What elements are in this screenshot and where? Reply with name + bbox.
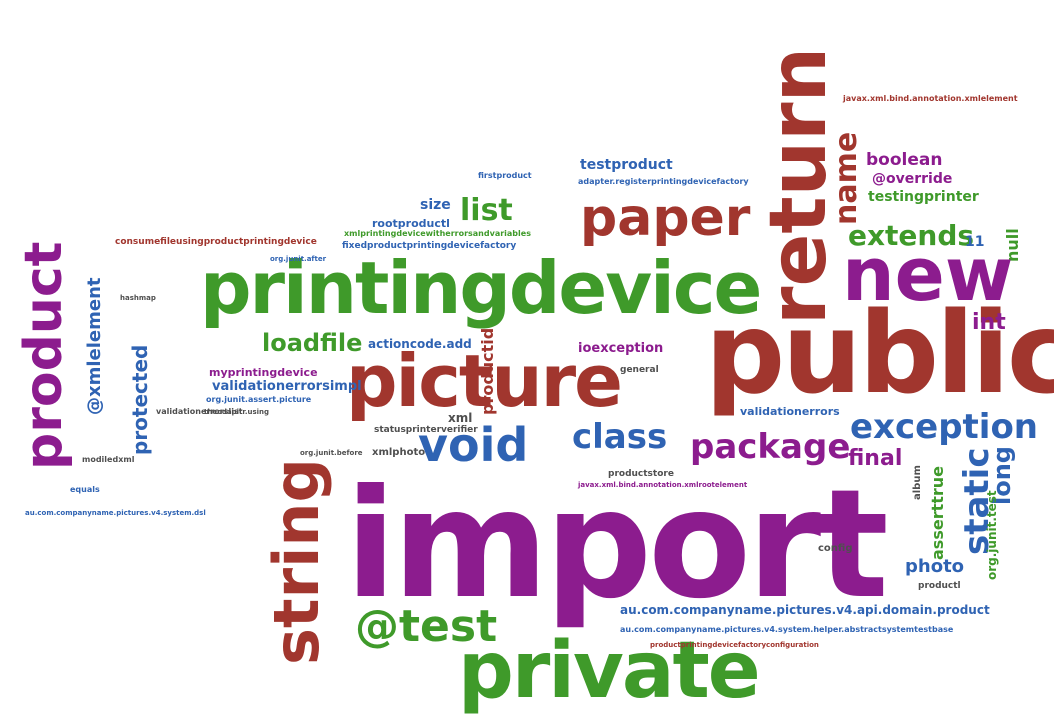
word-name: name: [829, 131, 864, 225]
word-orgjunittest: org.junit.test: [985, 490, 999, 580]
word-void: void: [418, 418, 529, 472]
word-return: return: [754, 46, 844, 325]
word-firstproduct: firstproduct: [478, 171, 532, 180]
word-size: size: [420, 197, 451, 213]
word-orgjunitafter: org.junit.after: [270, 255, 327, 263]
word-exception: exception: [850, 407, 1039, 447]
word-general: general: [620, 365, 659, 375]
word-package: package: [690, 427, 851, 467]
word-class: class: [572, 417, 668, 457]
word-int: int: [972, 310, 1006, 335]
word-jaxb: javax.xml.bind.annotation.xmlelement: [843, 94, 1018, 103]
word-theodapitr: theodapitr.using: [204, 408, 270, 416]
word-orgjunitbefore: org.junit.before: [300, 449, 363, 457]
word-product: product: [14, 241, 74, 470]
word-protected: protected: [128, 344, 152, 455]
word-equals: equals: [70, 485, 100, 494]
word-string: string: [260, 458, 333, 665]
word-paper: paper: [580, 188, 751, 248]
word-printingdevice: printingdevice: [200, 246, 762, 330]
word-photo: photo: [905, 556, 965, 577]
word-rootproductl: rootproductl: [372, 217, 450, 230]
word-album: album: [912, 465, 923, 500]
word-config: config: [818, 543, 853, 554]
word-final: final: [848, 446, 903, 471]
word-productl: productl: [918, 581, 961, 591]
word-override: @override: [872, 171, 953, 187]
word-extends: extends: [848, 219, 975, 252]
word-xmlelement: @xmlelement: [84, 277, 105, 415]
word-xmlphoto: xmlphoto: [372, 447, 426, 458]
word-new: new: [842, 232, 1014, 318]
word-jaxb2: javax.xml.bind.annotation.xmlrootelement: [578, 481, 748, 489]
word-auv4system: au.com.companyname.pictures.v4.system.ds…: [25, 509, 206, 517]
word-xmlprinting: xmlprintingdevicewitherrorsandvariables: [344, 229, 531, 238]
word-productid: productid: [478, 327, 497, 415]
word-myprintingdevice: myprintingdevice: [209, 366, 318, 379]
word-iterator-11: 11: [965, 234, 985, 250]
word-ioexception: ioexception: [578, 341, 664, 356]
word-import: import: [345, 458, 889, 632]
word-statusprinterverifier: statusprinterverifier: [374, 425, 478, 435]
word-testproduct: testproduct: [580, 157, 673, 173]
word-validationerrorslist: validationerrorslist: [156, 407, 243, 416]
word-consumefile: consumefileusingproductprintingdevice: [115, 237, 317, 247]
word-loadfile: loadfile: [262, 329, 363, 357]
word-public: public: [705, 289, 1054, 419]
word-au-helper: au.com.companyname.pictures.v4.system.he…: [620, 625, 954, 634]
word-private: private: [458, 626, 761, 716]
word-asserttrue: asserttrue: [928, 465, 947, 560]
word-list: list: [460, 193, 513, 228]
word-adapter: adapter.registerprintingdevicefactory: [578, 177, 749, 186]
word-picture: picture: [346, 339, 623, 423]
word-actioncode: actioncode.add: [368, 337, 472, 351]
word-validationerrors: validationerrors: [740, 405, 840, 418]
word-au-product: au.com.companyname.pictures.v4.api.domai…: [620, 603, 990, 617]
word-testingprinter: testingprinter: [868, 189, 979, 205]
word-hashmap: hashmap: [120, 294, 156, 302]
word-fixedproduct: fixedproductprintingdevicefactory: [342, 241, 517, 251]
word-validationerrorsimpl: validationerrorsimpl: [212, 379, 362, 394]
word-productprinting: productprintingdevicefactoryconfiguratio…: [650, 641, 819, 649]
word-orgjunitassert: org.junit.assert.picture: [206, 395, 312, 404]
word-productstore: productstore: [608, 469, 674, 479]
word-boolean: boolean: [866, 150, 943, 170]
word-modiledxml: modiledxml: [82, 455, 135, 464]
word-xml: xml: [448, 411, 473, 425]
word-test: @test: [355, 601, 498, 652]
